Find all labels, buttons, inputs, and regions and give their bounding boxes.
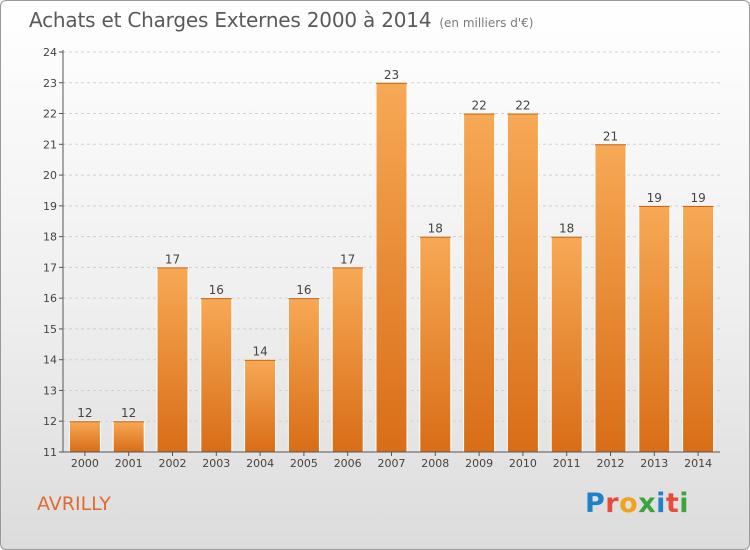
bar [68,420,101,453]
bar-value-label: 14 [252,345,267,359]
y-tick-label: 14 [43,354,57,367]
bar [682,205,715,453]
bar-value-label: 12 [121,406,136,420]
bar [156,266,189,453]
bar [419,236,452,453]
city-name: AVRILLY [37,493,111,515]
bar [244,359,277,453]
bar-value-label: 23 [384,68,399,82]
bar [463,113,496,453]
y-tick-label: 19 [43,200,57,213]
chart-subtitle: (en milliers d'€) [439,16,534,30]
bar-value-label: 16 [209,283,224,297]
x-tick-label: 2001 [115,457,143,470]
x-tick-label: 2005 [290,457,318,470]
x-tick-label: 2010 [509,457,537,470]
x-tick-label: 2014 [684,457,712,470]
bar [638,205,671,453]
bar [287,297,320,453]
title-row: Achats et Charges Externes 2000 à 2014 (e… [29,8,533,32]
x-tick-label: 2002 [159,457,187,470]
x-tick-label: 2013 [640,457,668,470]
y-tick-label: 15 [43,323,57,336]
x-tick-label: 2004 [246,457,274,470]
labels: 11 12 13 14 15 16 17 18 19 20 21 22 23 24 12 2000 12 2001… [43,46,712,470]
logo-letter: i [679,488,690,519]
x-tick-label: 2012 [597,457,625,470]
bar [506,113,539,453]
y-tick-label: 13 [43,384,57,397]
logo-letter: t [665,488,680,519]
logo-letter: P [585,488,606,519]
bar-value-label: 19 [690,191,705,205]
bar-value-label: 22 [471,99,486,113]
logo-letter: r [605,488,620,519]
x-tick-label: 2008 [421,457,449,470]
y-tick-label: 12 [43,415,57,428]
bar-value-label: 18 [428,222,443,236]
x-tick-label: 2011 [553,457,581,470]
proxiti-logo: Proxiti [585,488,689,519]
bars [68,82,715,453]
y-tick-label: 17 [43,261,57,274]
logo-letter: o [619,488,639,519]
axes [59,50,720,456]
bar-value-label: 19 [647,191,662,205]
bar [200,297,233,453]
bar-value-label: 12 [77,406,92,420]
bar-value-label: 17 [165,252,180,266]
bar-value-label: 21 [603,129,618,143]
bar [112,420,145,453]
bar-value-label: 16 [296,283,311,297]
y-tick-label: 24 [43,46,57,59]
x-tick-label: 2007 [378,457,406,470]
x-tick-label: 2006 [334,457,362,470]
bar [375,82,408,453]
chart-title: Achats et Charges Externes 2000 à 2014 [29,8,432,32]
bar-value-label: 18 [559,222,574,236]
logo-letter: x [638,488,657,519]
x-tick-label: 2009 [465,457,493,470]
y-tick-label: 18 [43,231,57,244]
y-tick-label: 23 [43,77,57,90]
logo-letter: i [656,488,666,519]
y-tick-label: 21 [43,138,57,151]
bar [331,266,364,453]
y-tick-label: 22 [43,108,57,121]
x-tick-label: 2003 [202,457,230,470]
y-tick-label: 16 [43,292,57,305]
x-tick-label: 2000 [71,457,99,470]
bar [594,143,627,453]
bar [550,236,583,453]
y-tick-label: 20 [43,169,57,182]
y-tick-label: 11 [43,446,57,459]
bar-value-label: 22 [515,99,530,113]
bar-value-label: 17 [340,252,355,266]
